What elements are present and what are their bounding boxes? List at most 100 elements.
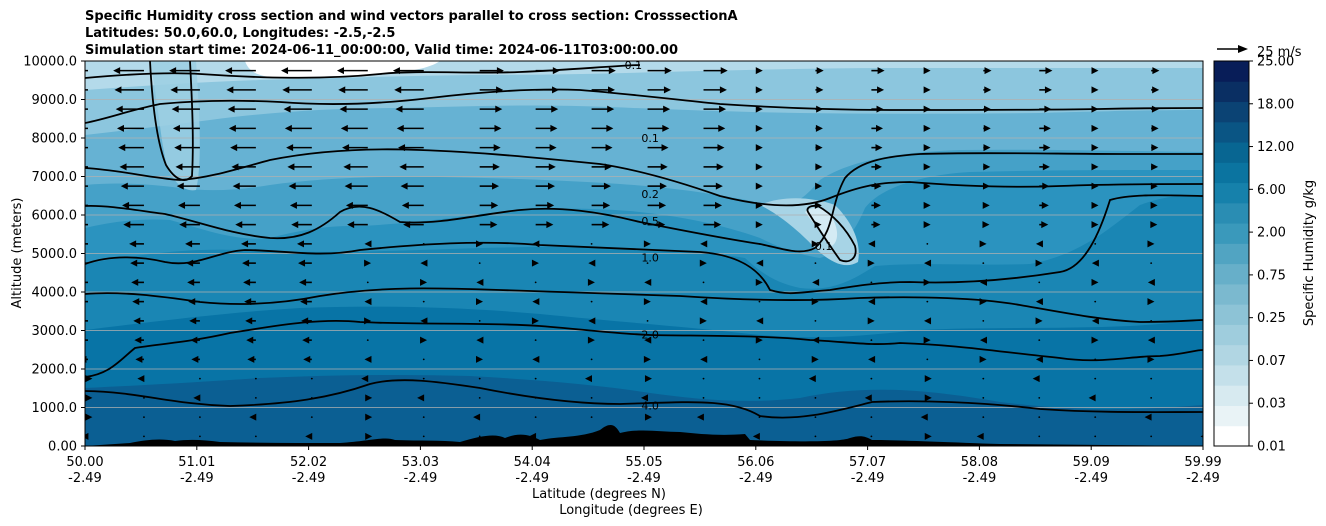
contour-1.0 — [85, 194, 1203, 295]
wind-vector — [1204, 356, 1211, 363]
wind-vector — [534, 339, 537, 342]
wind-vector — [814, 221, 822, 229]
wind-vector — [758, 396, 761, 399]
wind-vector — [1091, 67, 1099, 75]
wind-vector — [702, 396, 705, 399]
wind-vector — [982, 262, 985, 265]
wind-vector — [172, 124, 200, 132]
wind-vector — [288, 182, 312, 190]
wind-vector — [871, 201, 881, 209]
wind-vector — [1039, 124, 1051, 132]
wind-vector — [170, 86, 200, 94]
wind-vector — [815, 105, 824, 113]
wind-vector — [85, 375, 93, 383]
wind-vector — [476, 278, 484, 286]
x-tick-label-lon: -2.49 — [292, 471, 326, 486]
x-tick-label-lon: -2.49 — [1074, 471, 1108, 486]
wind-vector — [85, 281, 88, 284]
y-tick-label: 6000.0 — [32, 209, 78, 224]
wind-vector — [478, 396, 481, 399]
wind-vector — [532, 355, 540, 363]
contour-label: 0.1 — [641, 132, 659, 145]
wind-vector — [1094, 358, 1097, 361]
wind-vector — [591, 124, 614, 132]
wind-vector — [1091, 221, 1099, 229]
wind-vector — [226, 86, 256, 94]
wind-vector — [473, 413, 481, 421]
wind-vector — [591, 182, 611, 190]
colorbar-tick-label: 0.75 — [1257, 268, 1286, 283]
wind-vector — [531, 259, 539, 267]
wind-vector — [871, 124, 884, 132]
wind-vector — [232, 182, 256, 190]
x-tick-label-lat: 51.01 — [178, 455, 215, 470]
x-tick-label-lon: -2.49 — [1186, 471, 1220, 486]
wind-vector — [254, 396, 257, 399]
wind-vector — [400, 182, 424, 190]
wind-vector — [868, 240, 876, 248]
wind-vector — [647, 163, 668, 171]
wind-vector — [702, 435, 705, 438]
wind-vector — [338, 86, 368, 94]
contour-label: 0.2 — [641, 188, 659, 201]
wind-vector — [646, 262, 649, 265]
wind-vector — [116, 124, 144, 132]
wind-vector — [923, 278, 931, 286]
wind-vector — [479, 67, 504, 75]
wind-vector — [923, 336, 931, 344]
wind-vector — [590, 358, 593, 361]
wind-vector — [284, 124, 312, 132]
wind-vector — [310, 377, 313, 380]
wind-vector — [1150, 201, 1158, 209]
wind-vector — [923, 201, 931, 209]
band-01 — [85, 61, 1203, 135]
wind-vector — [344, 182, 368, 190]
y-tick-label: 5000.0 — [32, 247, 78, 262]
wind-vector — [1147, 278, 1155, 286]
y-tick-label: 0.00 — [48, 440, 77, 455]
wind-vector — [231, 163, 256, 171]
wind-vector — [920, 413, 928, 421]
wind-vector — [122, 201, 144, 209]
wind-vector — [420, 336, 428, 344]
wind-vector — [534, 416, 537, 419]
wind-vector — [169, 67, 200, 75]
wind-vector — [647, 86, 671, 94]
colorbar-tick-label: 0.03 — [1257, 397, 1286, 412]
wind-vector — [479, 105, 503, 113]
wind-vector — [815, 67, 824, 75]
wind-vector — [1150, 319, 1153, 322]
wind-vector — [644, 432, 652, 440]
wind-vector — [983, 144, 991, 152]
wind-vector — [588, 317, 596, 325]
wind-vector — [420, 259, 428, 267]
wind-vector — [923, 86, 931, 94]
wind-vector — [534, 377, 537, 380]
wind-vector — [1151, 67, 1160, 75]
wind-vector — [700, 298, 708, 306]
wind-vector — [755, 67, 763, 75]
wind-vector — [1094, 242, 1097, 245]
wind-vector — [871, 105, 884, 113]
wind-vector — [979, 298, 987, 306]
chart-title: Specific Humidity cross section and wind… — [85, 8, 738, 59]
wind-vector — [134, 336, 144, 344]
wind-vector — [699, 317, 707, 325]
wind-vector — [364, 259, 372, 267]
colorbar-swatch — [1214, 405, 1249, 427]
wind-vector — [85, 262, 88, 264]
wind-vector — [85, 413, 93, 421]
wind-vector — [227, 105, 256, 113]
wind-vector — [396, 124, 424, 132]
y-tick-label: 10000.0 — [23, 55, 77, 70]
wind-vector — [1088, 394, 1096, 402]
wind-vector — [85, 300, 88, 303]
wind-vector — [647, 124, 670, 132]
wind-vector — [365, 413, 373, 421]
colorbar-swatch — [1214, 121, 1249, 143]
wind-vector — [422, 416, 425, 419]
wind-vector — [113, 67, 144, 75]
wind-vector — [475, 355, 483, 363]
wind-vector — [345, 201, 368, 209]
